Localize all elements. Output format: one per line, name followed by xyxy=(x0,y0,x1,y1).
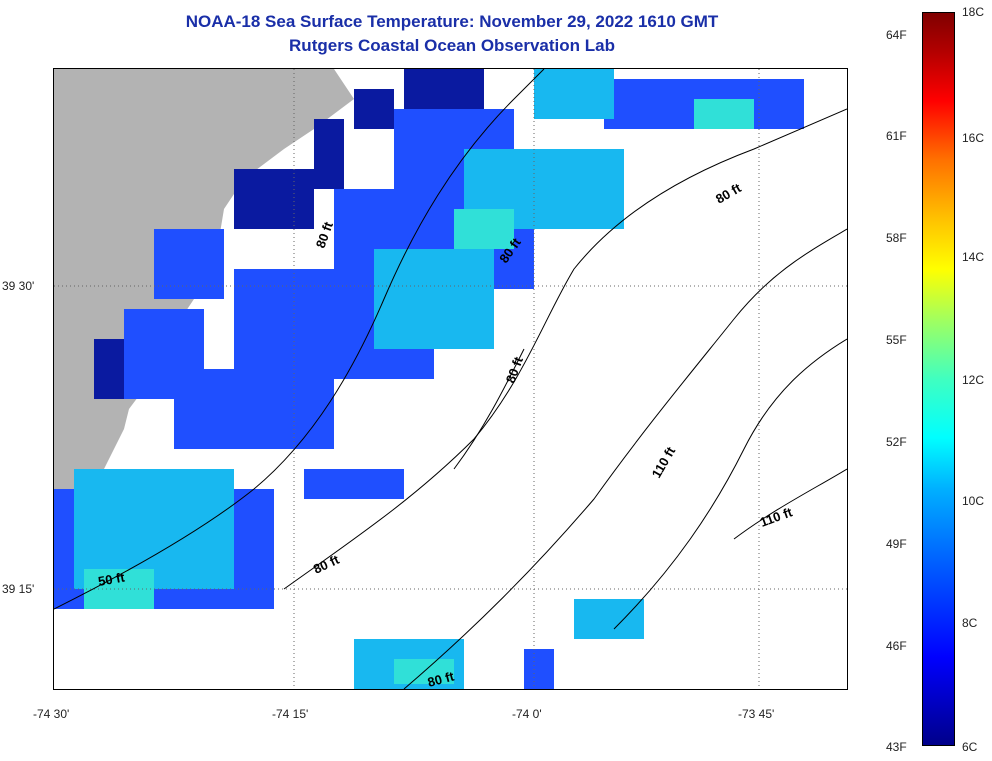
grid-lines xyxy=(54,69,847,689)
colorbar-f-label: 52F xyxy=(886,435,907,449)
colorbar-f-label: 61F xyxy=(886,129,907,143)
lon-label: -74 30' xyxy=(33,707,70,721)
colorbar-f-label: 58F xyxy=(886,231,907,245)
colorbar-c-label: 18C xyxy=(962,5,985,19)
temperature-colorbar xyxy=(922,12,955,746)
lon-label: -74 15' xyxy=(272,707,309,721)
contour-label: 80 ft xyxy=(313,219,336,250)
contour-label: 80 ft xyxy=(311,552,342,577)
colorbar-c-label: 10C xyxy=(962,494,985,508)
contour-label: 80 ft xyxy=(503,354,526,385)
map-title: NOAA-18 Sea Surface Temperature: Novembe… xyxy=(185,12,719,31)
colorbar-f-label: 49F xyxy=(886,537,907,551)
lat-label: 39 15' xyxy=(2,582,35,596)
colorbar-f-label: 43F xyxy=(886,740,907,754)
lon-label: -73 45' xyxy=(738,707,775,721)
contour-label: 80 ft xyxy=(713,180,744,207)
contour-label: 80 ft xyxy=(426,668,456,689)
bathymetry-contours xyxy=(54,69,847,689)
lon-label: -74 0' xyxy=(512,707,542,721)
lat-label: 39 30' xyxy=(2,279,35,293)
sst-map-plot: 80 ft 80 ft 80 ft 80 ft 110 ft 110 ft 50… xyxy=(53,68,848,690)
colorbar-c-label: 12C xyxy=(962,373,985,387)
map-subtitle: Rutgers Coastal Ocean Observation Lab xyxy=(289,36,615,55)
colorbar-c-label: 14C xyxy=(962,250,985,264)
colorbar-f-label: 64F xyxy=(886,28,907,42)
contour-label: 50 ft xyxy=(97,569,127,589)
colorbar-f-label: 46F xyxy=(886,639,907,653)
contour-label: 110 ft xyxy=(758,504,795,530)
colorbar-c-label: 8C xyxy=(962,616,978,630)
contour-label: 110 ft xyxy=(649,444,679,481)
sst-map-svg: 80 ft 80 ft 80 ft 80 ft 110 ft 110 ft 50… xyxy=(54,69,847,689)
colorbar-c-label: 16C xyxy=(962,131,985,145)
colorbar-c-label: 6C xyxy=(962,740,978,754)
colorbar-f-label: 55F xyxy=(886,333,907,347)
